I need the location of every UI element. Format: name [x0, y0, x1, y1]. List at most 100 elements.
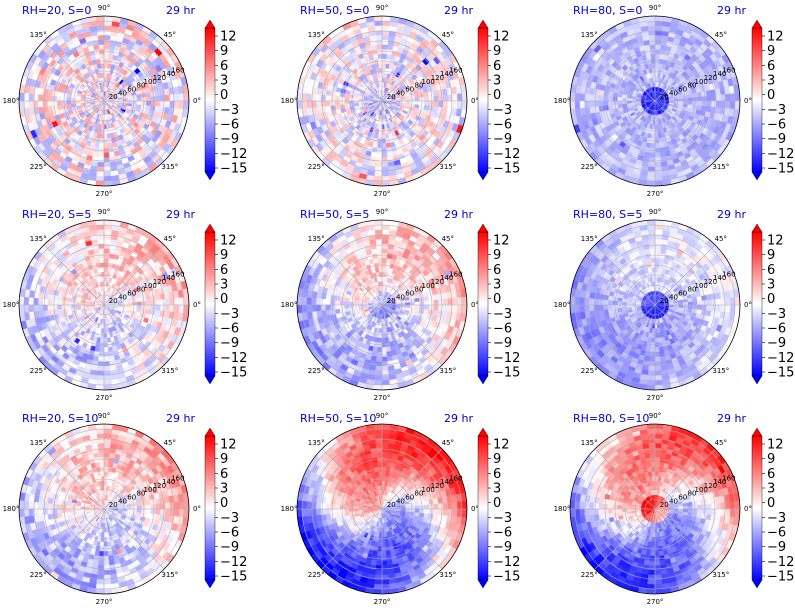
- field-cell: [96, 337, 102, 343]
- field-cell: [103, 44, 110, 50]
- field-cell: [320, 100, 326, 108]
- field-cell: [98, 152, 105, 158]
- field-cell: [164, 94, 171, 102]
- colorbar-tick-label: 6: [220, 59, 228, 74]
- field-cell: [107, 257, 114, 264]
- radial-tick-label: 120: [431, 74, 444, 82]
- field-cell: [19, 296, 25, 306]
- field-cell: [424, 100, 430, 106]
- time-label: 29 hr: [166, 4, 195, 17]
- field-cell: [146, 300, 152, 306]
- field-cell: [103, 361, 111, 367]
- field-cell: [146, 304, 152, 310]
- colorbar-tick-label: 3: [493, 74, 501, 89]
- angular-tick-label: 270°: [647, 190, 664, 198]
- angular-tick-label: 135°: [30, 31, 47, 39]
- field-cell: [381, 25, 390, 31]
- field-cell: [654, 34, 662, 41]
- field-cell: [373, 16, 383, 22]
- colorbar-tick-label: −12: [220, 147, 247, 162]
- field-cell: [649, 44, 656, 50]
- field-cell: [654, 157, 662, 163]
- field-cell: [652, 119, 656, 125]
- field-cell: [164, 100, 171, 108]
- colorbar-tick-label: −9: [493, 132, 512, 147]
- field-cell: [385, 53, 392, 60]
- field-cell: [725, 93, 731, 102]
- colorbar-tick-label: 3: [220, 74, 228, 89]
- field-cell: [42, 100, 48, 108]
- colorbar-body: [751, 27, 763, 173]
- radial-tick-label: 20: [660, 93, 669, 101]
- field-cell: [687, 100, 694, 105]
- field-cell: [617, 93, 623, 99]
- field-cell: [648, 157, 656, 163]
- field-cell: [103, 48, 110, 55]
- grid-spoke: [103, 40, 165, 102]
- field-cell: [103, 53, 109, 59]
- panel-title: RH=80, S=0: [573, 4, 642, 17]
- field-cell: [649, 48, 656, 55]
- radial-tick-label: 100: [144, 78, 157, 86]
- field-cell: [375, 157, 383, 163]
- field-cell: [103, 67, 108, 74]
- colorbar-tick-label: −3: [767, 103, 786, 118]
- field-cell: [98, 44, 105, 50]
- field-cell: [98, 147, 105, 154]
- field-cell: [80, 98, 86, 102]
- angular-tick-label: 315°: [161, 163, 178, 171]
- field-cell: [682, 100, 689, 105]
- field-cell: [97, 161, 105, 168]
- field-cell: [122, 304, 128, 308]
- field-cell: [174, 93, 180, 102]
- field-cell: [160, 94, 166, 102]
- field-cell: [155, 304, 161, 311]
- field-cell: [42, 298, 48, 306]
- field-cell: [103, 147, 110, 154]
- radial-tick-label: 120: [153, 74, 166, 82]
- field-cell: [131, 100, 138, 105]
- field-cell: [372, 142, 379, 149]
- field-cell: [136, 103, 142, 109]
- field-cell: [103, 229, 112, 235]
- angular-tick-label: 45°: [164, 31, 176, 39]
- field-cell: [106, 63, 112, 69]
- radial-tick-label: 140: [162, 70, 175, 78]
- field-cell: [654, 48, 661, 55]
- field-cell: [103, 39, 111, 45]
- field-cell: [160, 298, 166, 306]
- field-cell: [103, 220, 113, 226]
- field-cell: [423, 104, 430, 111]
- field-cell: [103, 266, 108, 273]
- field-cell: [651, 128, 656, 135]
- field-cell: [98, 248, 105, 254]
- field-cell: [646, 180, 656, 186]
- colorbar-tick-label: 9: [767, 44, 775, 59]
- field-cell: [651, 133, 656, 140]
- angular-tick-label: 0°: [744, 97, 752, 105]
- field-cell: [461, 92, 467, 102]
- angular-tick-label: 135°: [308, 31, 325, 39]
- field-cell: [42, 94, 48, 102]
- field-cell: [375, 39, 383, 45]
- angular-tick-label: 180°: [3, 301, 20, 309]
- field-cell: [348, 97, 355, 102]
- field-cell: [95, 384, 105, 390]
- field-cell: [65, 97, 72, 102]
- field-cell: [160, 100, 166, 108]
- field-cell: [687, 103, 693, 109]
- field-cell: [377, 53, 383, 59]
- colorbar-tick-label: 6: [493, 59, 501, 74]
- field-cell: [174, 297, 180, 306]
- field-cell: [127, 100, 133, 105]
- field-cell: [37, 304, 44, 312]
- field-cell: [378, 128, 383, 135]
- field-cell: [706, 95, 712, 102]
- field-cell: [376, 152, 383, 158]
- colorbar-tick-label: 12: [767, 30, 784, 45]
- radial-tick-label: 40: [118, 293, 127, 301]
- angular-tick-label: 225°: [308, 163, 325, 171]
- field-cell: [183, 304, 189, 314]
- field-cell: [381, 67, 386, 74]
- field-cell: [95, 220, 105, 226]
